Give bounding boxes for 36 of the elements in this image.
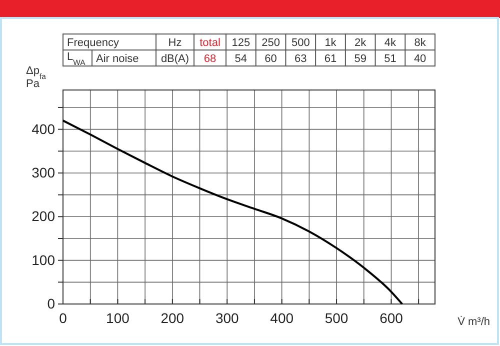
y-axis-title: Δp$_{fa}$ Pa xyxy=(26,65,47,90)
x-tick-label: 100 xyxy=(106,310,130,326)
category-label: 2k xyxy=(354,37,367,49)
x-tick-label: 600 xyxy=(380,310,404,326)
x-tick-label: 200 xyxy=(160,310,184,326)
text: Air noise xyxy=(96,53,139,65)
category-label: 250 xyxy=(262,37,280,49)
category-label: 125 xyxy=(232,37,250,49)
x-tick-label: 400 xyxy=(270,310,294,326)
data-label: 60 xyxy=(264,53,277,65)
x-axis-title: V̇ m³/h xyxy=(458,315,490,328)
text: Hz xyxy=(168,37,182,49)
line-series xyxy=(62,120,404,305)
y-tick-label: 100 xyxy=(32,252,56,268)
text: dB(A) xyxy=(160,53,190,65)
data-label: 59 xyxy=(354,53,366,65)
data-label: 40 xyxy=(414,53,426,65)
data-label: 54 xyxy=(234,53,248,65)
category-label: 500 xyxy=(291,37,310,49)
y-tick-label: 200 xyxy=(32,208,56,224)
data-label: 51 xyxy=(384,53,396,65)
category-label: 8k xyxy=(414,37,426,49)
category-label: 1k xyxy=(324,37,337,49)
text: L$_{WA}$ xyxy=(67,51,86,66)
x-tick-label: 0 xyxy=(59,310,68,326)
data-label: 63 xyxy=(294,53,307,65)
y-tick-label: 400 xyxy=(32,120,56,137)
y-tick-label: 0 xyxy=(47,295,56,312)
category-label: 4k xyxy=(384,37,397,49)
data-label: 68 xyxy=(204,53,216,65)
category-label: total xyxy=(200,37,220,49)
data-label: 61 xyxy=(324,53,337,65)
x-tick-label: 300 xyxy=(215,310,240,326)
text: Frequency xyxy=(67,37,120,49)
x-tick-label: 500 xyxy=(324,310,348,326)
y-tick-label: 300 xyxy=(32,164,56,180)
